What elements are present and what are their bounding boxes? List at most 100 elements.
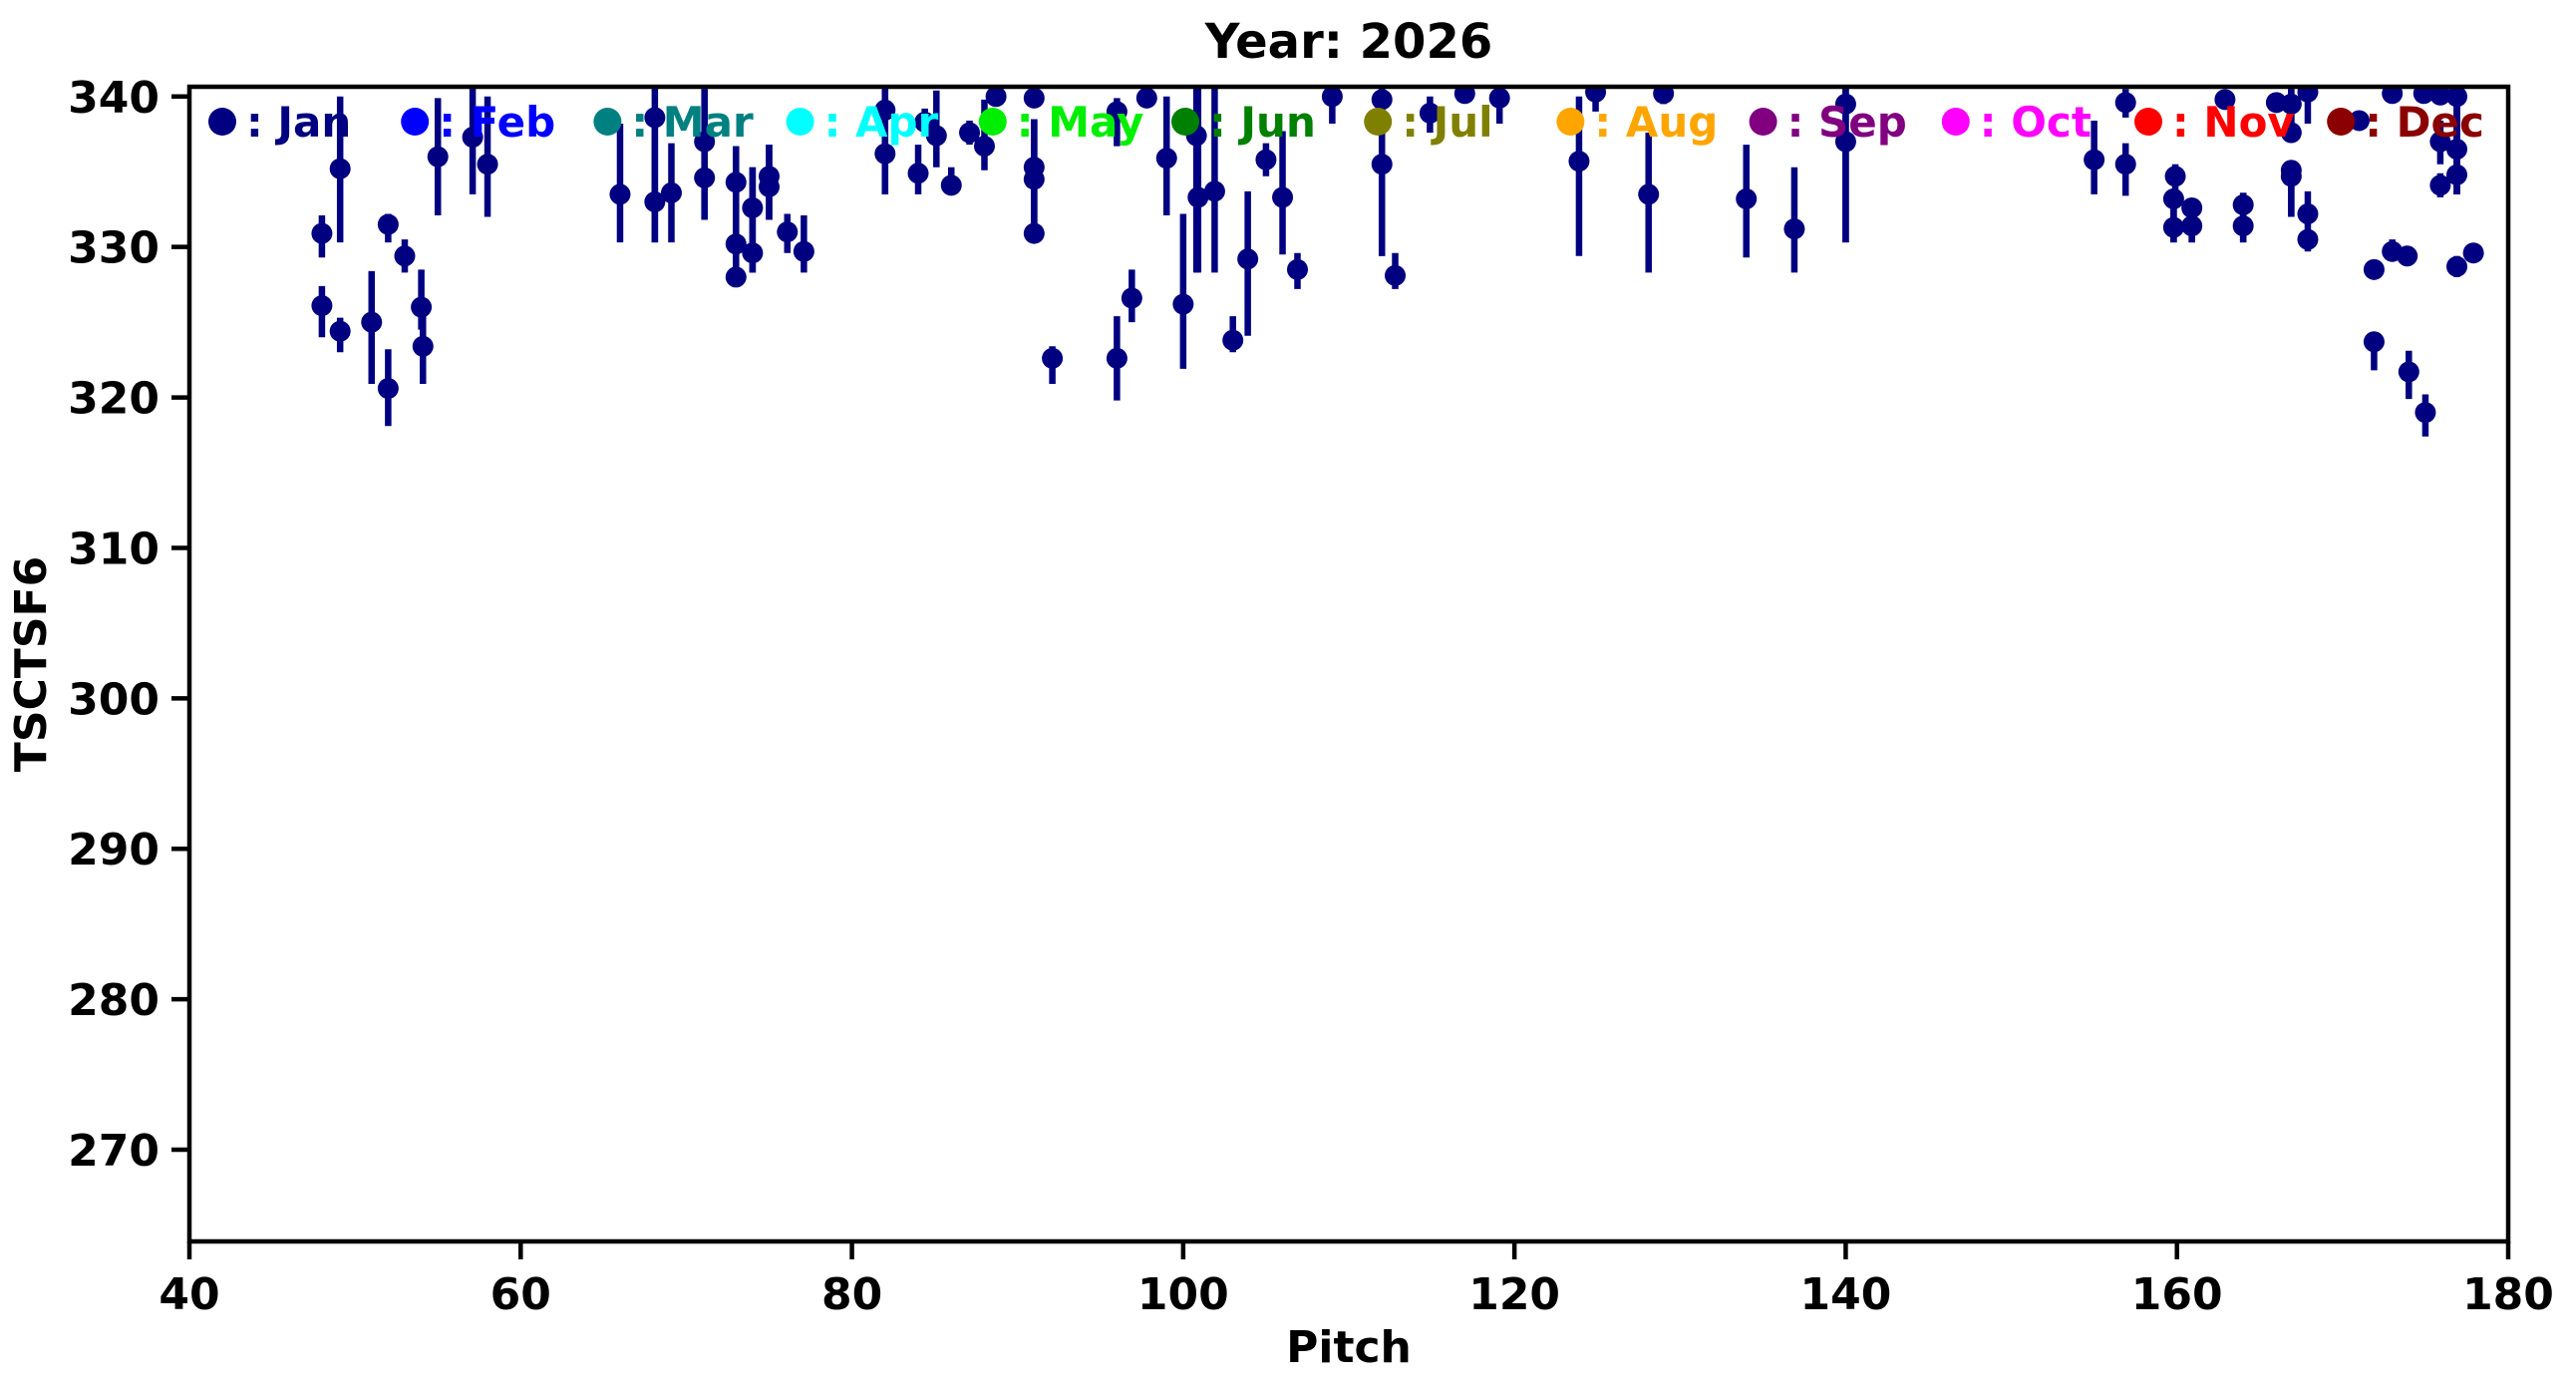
legend-entry-oct: : Oct (1941, 98, 2092, 147)
y-tick-label: 340 (68, 73, 160, 124)
data-point (1023, 169, 1045, 190)
data-point (2297, 87, 2319, 103)
data-point (2232, 215, 2254, 237)
legend-label-sep: : Sep (1787, 98, 1907, 147)
data-point (925, 125, 947, 147)
legend-marker-may (978, 108, 1007, 136)
data-point (2297, 202, 2319, 224)
x-tick-label: 100 (1137, 1269, 1229, 1320)
data-point (1023, 222, 1045, 244)
data-point (1106, 347, 1127, 369)
data-point (973, 136, 995, 158)
data-point (329, 320, 351, 342)
data-point (2398, 361, 2419, 383)
legend: : Jan : Feb : Mar : Apr : May : Jun : Ju… (208, 98, 2484, 147)
data-point (725, 233, 747, 255)
data-point (1488, 87, 1510, 109)
data-point (329, 158, 351, 179)
legend-marker-feb (401, 108, 430, 136)
legend-label-aug: : Aug (1594, 98, 1718, 147)
data-point (660, 181, 682, 203)
y-tick-label: 290 (68, 825, 160, 875)
x-axis-label: Pitch (1286, 1322, 1412, 1373)
data-layer (311, 87, 2484, 437)
data-point (2280, 166, 2302, 187)
data-point (1237, 248, 1259, 270)
x-tick-label: 40 (159, 1269, 219, 1320)
legend-marker-aug (1556, 108, 1585, 136)
legend-marker-mar (593, 108, 622, 136)
data-point (940, 174, 962, 196)
legend-entry-aug: : Aug (1556, 98, 1718, 147)
data-point (1255, 149, 1277, 171)
legend-entry-jul: : Jul (1364, 98, 1493, 147)
data-point (2445, 255, 2467, 277)
data-point (2363, 331, 2385, 353)
y-tick-label: 280 (68, 975, 160, 1026)
legend-marker-sep (1749, 108, 1777, 136)
legend-label-apr: : Apr (824, 98, 939, 147)
y-tick-label: 310 (68, 523, 160, 574)
data-point (2445, 164, 2467, 185)
data-point (742, 196, 764, 218)
legend-label-jan: : Jan (246, 98, 351, 147)
data-point (2280, 93, 2302, 115)
legend-marker-dec (2327, 108, 2356, 136)
data-point (1585, 87, 1607, 103)
chart-title: Year: 2026 (1204, 14, 1492, 70)
data-point (777, 221, 799, 243)
legend-marker-jun (1171, 108, 1199, 136)
data-point (1419, 102, 1441, 124)
data-point (644, 190, 666, 212)
data-point (1172, 293, 1194, 315)
data-point (2164, 166, 2186, 187)
data-point (2445, 139, 2467, 161)
legend-entry-mar: : Mar (593, 98, 754, 147)
data-point (2415, 402, 2436, 424)
data-point (1371, 89, 1393, 111)
data-point (1783, 218, 1805, 240)
data-point (2445, 87, 2467, 108)
data-point (394, 245, 416, 267)
data-point (311, 222, 333, 244)
data-point (759, 175, 780, 197)
legend-entry-jan: : Jan (208, 98, 351, 147)
data-point (694, 131, 716, 153)
data-point (742, 242, 764, 264)
y-tick-label: 320 (68, 374, 160, 425)
data-point (1222, 329, 1244, 351)
data-point (462, 127, 483, 149)
data-point (2084, 149, 2105, 171)
data-point (874, 143, 896, 165)
data-point (377, 378, 399, 400)
data-point (2429, 87, 2451, 106)
data-point (2382, 87, 2404, 105)
data-point (609, 183, 631, 205)
legend-label-jun: : Jun (1209, 98, 1316, 147)
data-point (793, 240, 814, 262)
data-point (2232, 193, 2254, 215)
data-point (1272, 186, 1294, 208)
data-point (1321, 87, 1343, 108)
data-point (2162, 216, 2184, 238)
legend-marker-nov (2134, 108, 2162, 136)
data-point (907, 163, 929, 184)
legend-entry-may: : May (978, 98, 1143, 147)
y-tick-label: 270 (68, 1126, 160, 1177)
data-point (1135, 87, 1157, 109)
data-point (377, 213, 399, 235)
data-point (361, 311, 383, 333)
data-point (1834, 131, 1856, 153)
data-point (1121, 287, 1142, 309)
legend-entry-feb: : Feb (401, 98, 555, 147)
data-point (2280, 122, 2302, 144)
data-point (874, 99, 896, 121)
data-point (1203, 180, 1225, 202)
y-tick-label: 330 (68, 223, 160, 274)
data-point (2162, 187, 2184, 209)
data-point (1155, 148, 1177, 170)
data-point (644, 107, 666, 129)
legend-label-mar: : Mar (631, 98, 754, 147)
